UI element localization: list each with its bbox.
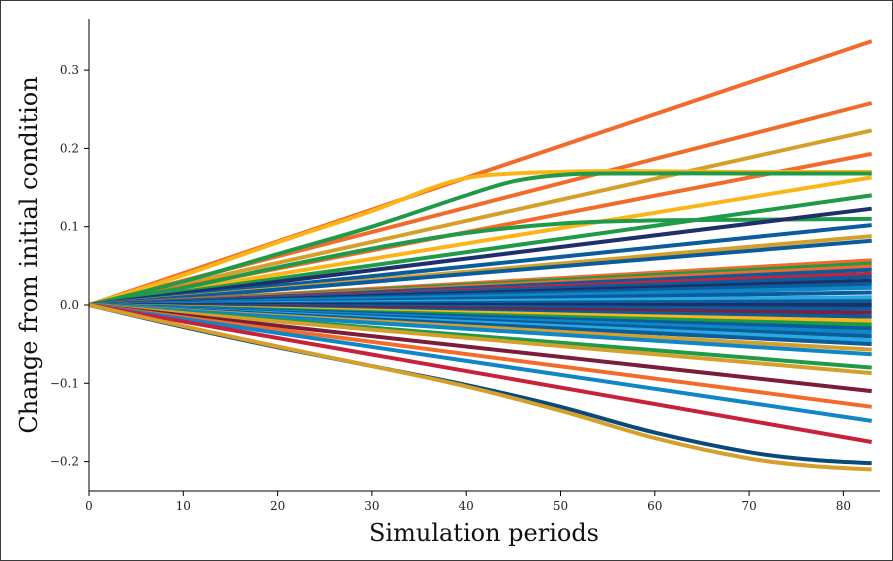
x-tick-label: 50 bbox=[553, 499, 568, 513]
series-line-7 bbox=[88, 175, 873, 307]
y-tick-label: 0.2 bbox=[60, 141, 79, 155]
axis-ticks: 0 10 20 30 40 50 60 70 80 −0.2 −0.1 0.0 0.1 0.2 0.3 bbox=[50, 63, 851, 513]
y-tick-label: −0.1 bbox=[50, 376, 79, 390]
y-tick-label: 0.1 bbox=[60, 220, 79, 234]
series-line-38 bbox=[88, 303, 872, 357]
y-axis-title: Change from initial condition bbox=[15, 76, 43, 433]
series-line-8 bbox=[88, 193, 872, 307]
y-tick-label: 0.0 bbox=[60, 298, 79, 312]
series-line-9 bbox=[88, 216, 872, 307]
x-tick-label: 40 bbox=[459, 499, 474, 513]
series-line-44 bbox=[88, 303, 873, 444]
x-axis-title: Simulation periods bbox=[369, 519, 599, 547]
series-line-43 bbox=[88, 303, 872, 423]
series-line-40 bbox=[88, 303, 872, 376]
x-tick-label: 10 bbox=[176, 499, 191, 513]
series-line-41 bbox=[88, 303, 872, 394]
series-line-46 bbox=[88, 303, 872, 472]
series-line-6 bbox=[88, 171, 872, 307]
y-tick-label: 0.3 bbox=[60, 63, 79, 77]
series-line-42 bbox=[88, 303, 872, 409]
x-tick-label: 80 bbox=[836, 499, 851, 513]
series-line-13 bbox=[88, 238, 872, 307]
x-tick-label: 20 bbox=[270, 499, 285, 513]
x-tick-label: 0 bbox=[85, 499, 93, 513]
x-tick-label: 60 bbox=[647, 499, 662, 513]
series-line-3 bbox=[88, 128, 873, 307]
series-lines bbox=[88, 39, 873, 472]
x-tick-label: 70 bbox=[741, 499, 756, 513]
x-tick-label: 30 bbox=[364, 499, 379, 513]
series-line-10 bbox=[88, 206, 872, 307]
y-tick-label: −0.2 bbox=[50, 455, 79, 469]
